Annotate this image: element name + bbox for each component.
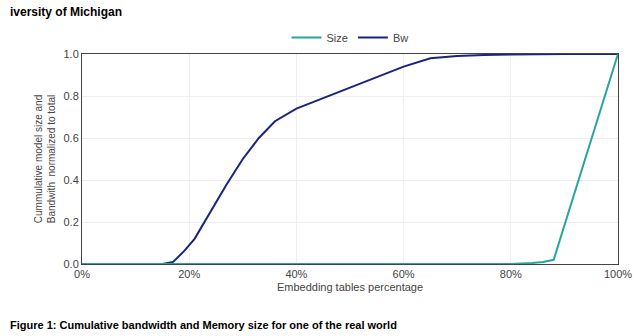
svg-text:Size: Size bbox=[327, 32, 348, 44]
svg-text:100%: 100% bbox=[604, 268, 632, 280]
svg-text:80%: 80% bbox=[500, 268, 522, 280]
svg-text:0.4: 0.4 bbox=[64, 174, 79, 186]
svg-text:40%: 40% bbox=[285, 268, 307, 280]
svg-text:0.6: 0.6 bbox=[64, 132, 79, 144]
svg-text:0%: 0% bbox=[74, 268, 90, 280]
svg-text:0.8: 0.8 bbox=[64, 90, 79, 102]
svg-text:0.0: 0.0 bbox=[64, 258, 79, 270]
svg-text:1.0: 1.0 bbox=[64, 48, 79, 60]
svg-text:Embedding tables percentage: Embedding tables percentage bbox=[277, 281, 423, 293]
svg-text:Bw: Bw bbox=[393, 32, 408, 44]
svg-text:iversity of Michigan: iversity of Michigan bbox=[10, 5, 122, 19]
svg-text:60%: 60% bbox=[393, 268, 415, 280]
svg-text:Figure 1: Cumulative bandwidth: Figure 1: Cumulative bandwidth and Memor… bbox=[10, 319, 397, 331]
svg-text:Cummulative model size andBand: Cummulative model size andBandwith norma… bbox=[33, 95, 57, 223]
svg-text:0.2: 0.2 bbox=[64, 216, 79, 228]
svg-text:20%: 20% bbox=[178, 268, 200, 280]
